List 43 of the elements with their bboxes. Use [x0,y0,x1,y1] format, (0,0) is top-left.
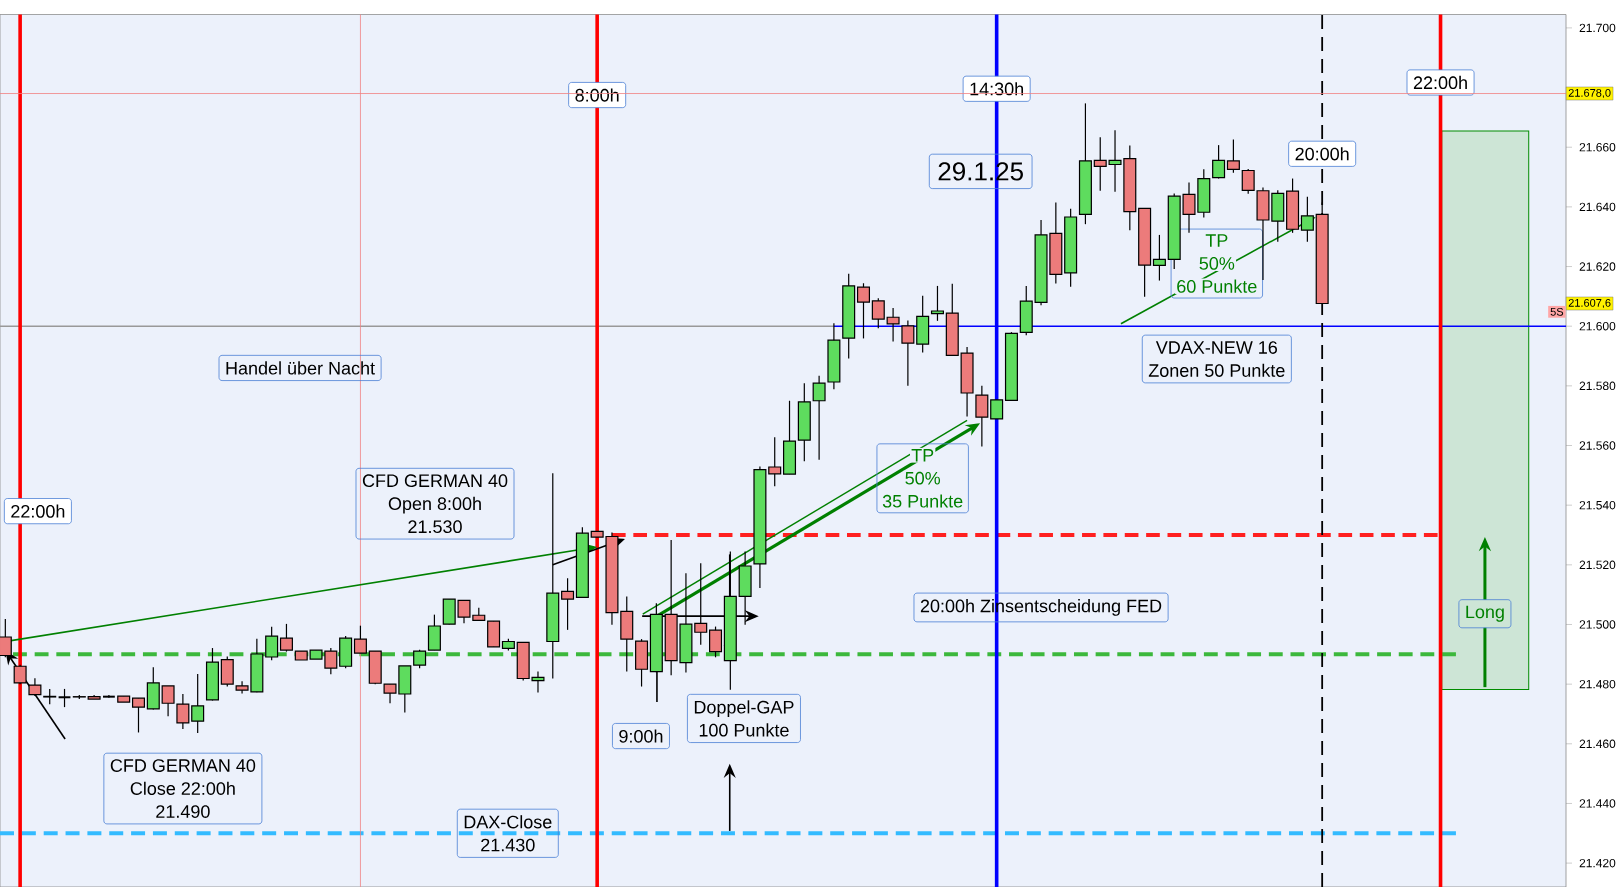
annotation: CFD GERMAN 40 [110,759,256,772]
text: 21.607,6 [1568,298,1611,309]
annotation: Close 22:00h [130,781,235,795]
ref-line-label: 21.678,0 [1568,88,1611,99]
ref-line-label: 8:00h [575,88,619,102]
annotation: 50% [1199,257,1235,270]
annotation: 22:00h [11,504,65,518]
annotation: 35 Punkte [882,494,963,508]
ref-line-label: 22:00h [1413,75,1467,90]
annotation: 21.490 [156,805,210,818]
y-tick-label: 21.480 [1579,679,1616,689]
annotation: DAX-Close [464,815,552,829]
y-tick-label: 21.620 [1579,262,1616,271]
annotation: CFD GERMAN 40 [362,474,508,488]
y-tick-label: 21.660 [1579,142,1616,152]
annotation: TP [1205,234,1228,247]
y-tick-label: 21.540 [1579,500,1616,510]
annotation: Zonen 50 Punkte [1148,363,1285,377]
annotation: 60 Punkte [1177,279,1257,293]
annotation: Doppel-GAP [694,700,794,718]
annotation: Open 8:00h [388,496,481,514]
y-tick-label: 21.440 [1579,799,1616,808]
y-tick-label: 21.520 [1579,560,1616,570]
y-tick-label: 21.500 [1579,620,1616,629]
y-tick-label: 21.700 [1579,23,1616,33]
ref-line-label: 14:30h [970,82,1024,96]
annotation: 100 Punkte [699,723,789,737]
annotation: VDAX-NEW 16 [1155,341,1278,354]
ref-line-label: 20:00h [1295,147,1349,161]
y-tick-label: 21.460 [1579,739,1616,749]
annotation: Handel über Nacht [226,361,375,375]
y-tick-label: 21.640 [1579,202,1616,212]
annotation: 9:00h [619,729,663,743]
annotation: 50% [905,471,941,485]
annotation: 21.530 [408,520,462,534]
annotation: TP [911,449,934,462]
y-tick-label: 21.560 [1579,441,1616,450]
annotation: Long [1466,605,1504,622]
annotation: 5S [1550,307,1564,316]
y-tick-label: 21.420 [1579,858,1616,868]
y-tick-label: 21.580 [1579,381,1616,391]
annotation: 21.430 [481,838,535,852]
y-tick-label: 21.600 [1579,321,1616,331]
